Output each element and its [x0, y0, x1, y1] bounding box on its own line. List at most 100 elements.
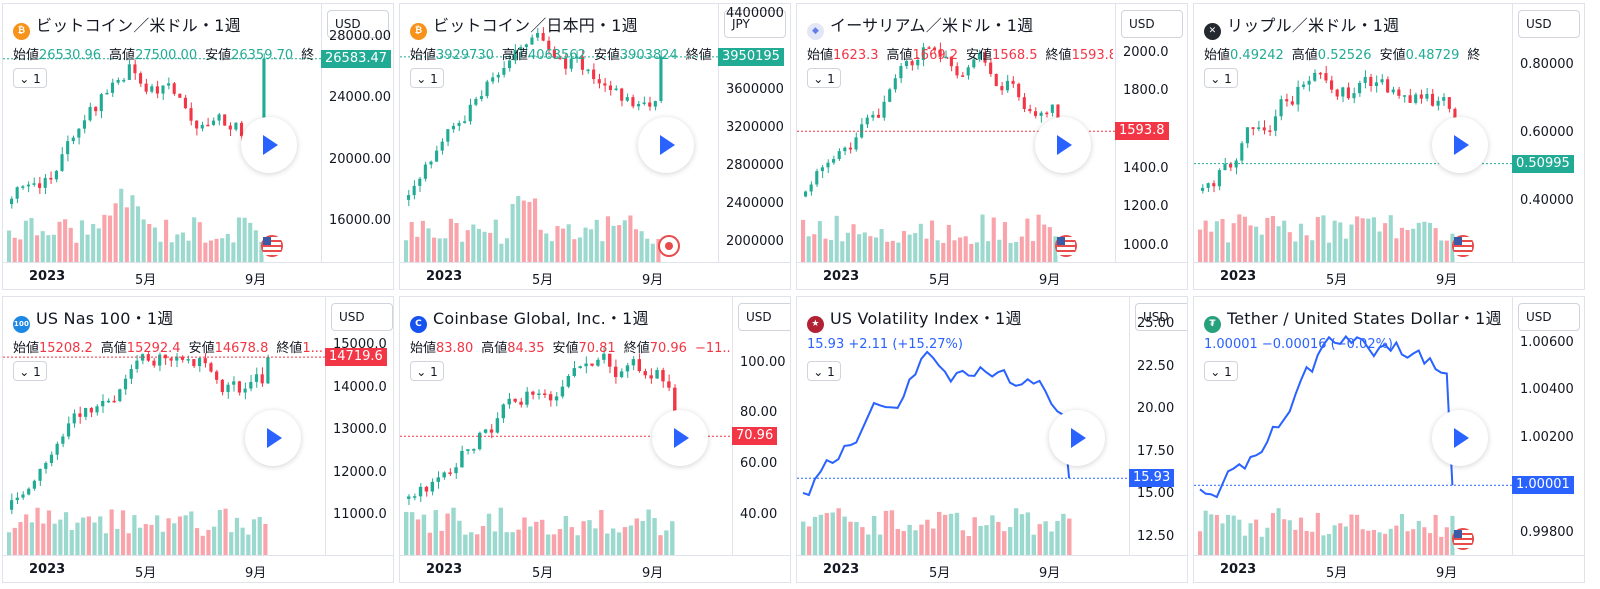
volume-bar [948, 513, 954, 555]
volume-bar [57, 221, 62, 262]
volume-bar [545, 534, 551, 555]
ohlc-value: 70.96 [649, 341, 687, 356]
price-axis-label: 12000.0 [333, 464, 387, 480]
chart-widget[interactable]: ✕ リップル／米ドル・1週 始値0.49242 高値0.52526 安値0.48729 終… [1193, 3, 1585, 290]
currency-select[interactable]: USD [1121, 10, 1183, 38]
candle-body [483, 429, 488, 433]
candle-body [32, 183, 36, 185]
candle-body [1229, 163, 1233, 168]
volume-bar [806, 236, 811, 262]
currency-select[interactable]: USD [1135, 303, 1187, 331]
currency-select[interactable]: USD [1518, 10, 1580, 38]
volume-bar [610, 528, 616, 555]
candle-body [921, 47, 925, 60]
interval-value: 1 [430, 365, 438, 379]
candle-body [448, 472, 452, 474]
volume-bar [208, 240, 214, 262]
volume-bar [1254, 519, 1259, 555]
volume-bar [86, 516, 91, 555]
chart-widget[interactable]: C Coinbase Global, Inc.・1週 始値83.80 高値84.35 安… [399, 296, 791, 583]
candle-body [175, 356, 179, 361]
interval-value: 1 [1224, 72, 1232, 86]
currency-select[interactable]: JPY [724, 10, 786, 38]
chart-widget[interactable]: ₮ Tether / United States Dollar・1週 1.00001… [1193, 296, 1585, 583]
play-button[interactable] [1049, 410, 1105, 466]
candle-body [1296, 86, 1300, 105]
chart-widget[interactable]: ★ US Volatility Index・1週 15.93 +2.11 (+15.… [796, 296, 1188, 583]
candle-body [178, 93, 182, 98]
candle-body [209, 363, 213, 372]
candle-body [243, 388, 247, 393]
candle-body [501, 404, 506, 419]
volume-bar [1226, 514, 1231, 555]
candle-body [180, 356, 185, 360]
volume-bar [1371, 530, 1376, 555]
volume-bar [857, 234, 862, 262]
volume-bar [997, 239, 1002, 262]
price-axis-label: 3200000 [726, 120, 784, 136]
last-price-tag: 15.93 [1129, 469, 1175, 488]
volume-bar [1327, 533, 1332, 555]
play-button[interactable] [1432, 410, 1488, 466]
plot-area [797, 350, 1129, 555]
volume-bar [1304, 235, 1309, 262]
volume-bar [866, 534, 871, 555]
volume-bar [806, 526, 812, 555]
interval-dropdown[interactable]: ⌄ 1 [1204, 68, 1238, 88]
volume-bar [433, 510, 438, 555]
play-button[interactable] [241, 117, 297, 173]
currency-select[interactable]: USD [1518, 303, 1580, 331]
chart-widget[interactable]: ₿ ビットコイン／米ドル・1週 始値26530.96 高値27500.00 安値2635… [2, 3, 394, 290]
interval-dropdown[interactable]: ⌄ 1 [807, 68, 841, 88]
interval-dropdown[interactable]: ⌄ 1 [410, 361, 444, 381]
interval-dropdown[interactable]: ⌄ 1 [13, 361, 47, 381]
candle-body [66, 423, 71, 437]
play-button[interactable] [1035, 117, 1091, 173]
candle-body [552, 49, 556, 58]
candle-body [1419, 94, 1423, 99]
volume-bar [931, 528, 936, 555]
currency-select[interactable]: USD [327, 10, 389, 38]
price-axis-separator [325, 297, 326, 555]
volume-bar [974, 242, 979, 262]
volume-bar [420, 220, 425, 262]
chart-widget[interactable]: 100 US Nas 100・1週 始値15208.2 高値15292.4 安値1467… [2, 296, 394, 583]
interval-dropdown[interactable]: ⌄ 1 [807, 361, 841, 381]
candle-body [955, 66, 959, 76]
candle-body [966, 67, 970, 76]
candle-body [642, 102, 646, 104]
candle-body [603, 83, 607, 86]
currency-select[interactable]: USD [738, 303, 790, 331]
play-button[interactable] [1432, 117, 1488, 173]
volume-bar [1036, 214, 1041, 262]
volume-bar [563, 516, 569, 555]
volume-bar [91, 224, 96, 262]
interval-dropdown[interactable]: ⌄ 1 [410, 68, 444, 88]
volume-bar [68, 227, 73, 262]
volume-bar [409, 222, 414, 262]
candle-body [407, 195, 411, 200]
jp-flag-icon [658, 235, 680, 257]
ohlc-readout: 1.00001 −0.00016 (−0.02%) [1204, 337, 1394, 352]
candle-body [530, 37, 534, 45]
volume-bar [1310, 240, 1315, 262]
play-button[interactable] [652, 410, 708, 466]
interval-dropdown[interactable]: ⌄ 1 [13, 68, 47, 88]
volume-bar [937, 511, 942, 555]
currency-select[interactable]: USD [331, 303, 393, 331]
play-button[interactable] [245, 410, 301, 466]
candle-body [944, 56, 948, 59]
candle-body [1022, 97, 1026, 109]
time-axis-separator [797, 262, 1187, 263]
price-axis-label: 15.00 [1137, 486, 1175, 501]
volume-bar [499, 243, 504, 262]
volume-bar [1388, 215, 1393, 262]
play-button[interactable] [638, 117, 694, 173]
chart-widget[interactable]: ◆ イーサリアム／米ドル・1週 始値1623.3 高値1669.2 安値1568.5 終値… [796, 3, 1188, 290]
candle-body [1386, 79, 1390, 93]
chart-widget[interactable]: ₿ ビットコイン／日本円・1週 始値3929730 高値4063562 安値390382… [399, 3, 791, 290]
interval-dropdown[interactable]: ⌄ 1 [1204, 361, 1238, 381]
volume-bar [1276, 508, 1281, 555]
volume-bar [1355, 514, 1360, 555]
volume-bar [236, 217, 242, 262]
